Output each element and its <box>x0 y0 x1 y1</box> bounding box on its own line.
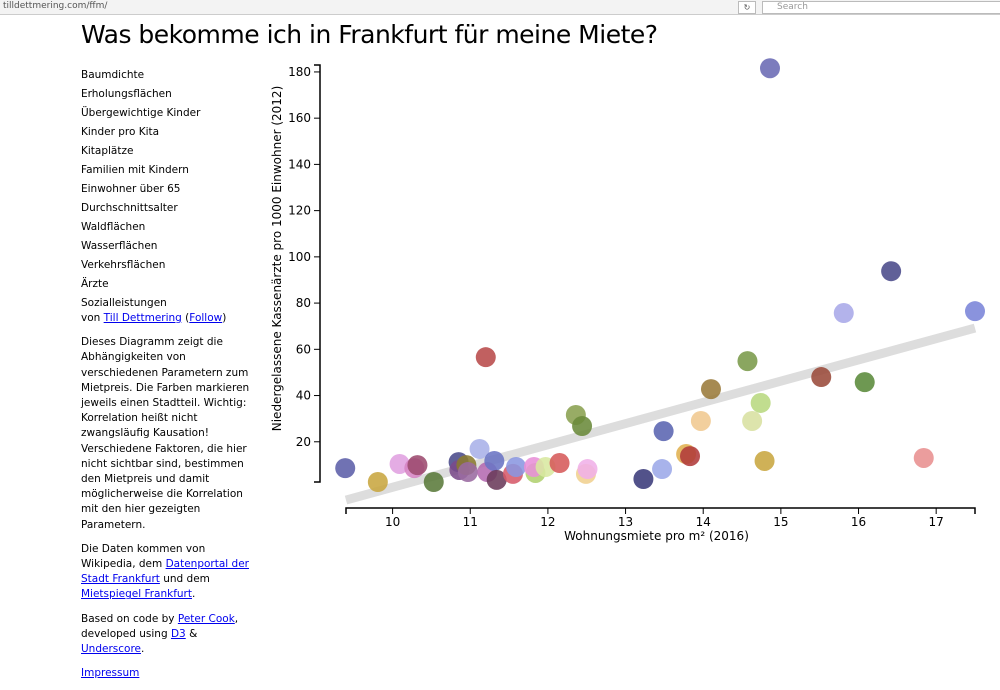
text: ( <box>181 312 190 324</box>
paragraph: Impressum <box>81 666 259 681</box>
description: von Till Dettmering (Follow) Dieses Diagr… <box>81 311 259 690</box>
text: Based on code by <box>81 612 178 625</box>
data-point[interactable] <box>750 392 771 413</box>
data-point[interactable] <box>700 379 721 400</box>
menu-item[interactable]: Verkehrsflächen <box>81 259 166 271</box>
x-tick-label: 15 <box>773 515 788 529</box>
menu-item[interactable]: Kinder pro Kita <box>81 126 160 138</box>
data-point[interactable] <box>652 459 673 480</box>
y-tick-label: 180 <box>288 65 311 79</box>
text: . <box>141 643 145 656</box>
data-point[interactable] <box>633 468 654 489</box>
data-point[interactable] <box>469 438 490 459</box>
x-tick-label: 17 <box>929 515 944 529</box>
data-point[interactable] <box>486 469 507 490</box>
x-tick-label: 10 <box>385 515 400 529</box>
menu-item[interactable]: Familien mit Kindern <box>81 164 189 176</box>
y-tick-label: 160 <box>288 111 311 125</box>
link[interactable]: Mietspiegel Frankfurt <box>81 588 192 601</box>
x-tick-label: 13 <box>618 515 633 529</box>
menu-item[interactable]: Sozialleistungen <box>81 297 167 309</box>
link[interactable]: Peter Cook <box>177 612 235 625</box>
menu-item[interactable]: Waldflächen <box>81 221 146 233</box>
data-point[interactable] <box>754 450 775 471</box>
url-bar[interactable]: tilldettmering.com/ffm/ <box>3 1 108 11</box>
data-point[interactable] <box>742 410 763 431</box>
chart: 20 40 60 80 100 120 140 160 180 10 11 12 13 14 15 16 17 W… <box>270 58 985 543</box>
data-point[interactable] <box>811 367 832 388</box>
data-point[interactable] <box>549 453 570 474</box>
x-tick-label: 14 <box>696 515 711 529</box>
x-tick-label: 16 <box>851 515 866 529</box>
data-point[interactable] <box>759 58 780 79</box>
menu-item[interactable]: Kitaplätze <box>81 145 134 157</box>
paragraph: Dieses Diagramm zeigt die Abhängigkeiten… <box>81 335 259 533</box>
text: . <box>192 588 196 601</box>
data-point[interactable] <box>690 410 711 431</box>
y-tick-label: 60 <box>296 342 311 356</box>
link[interactable]: Datenportal der Stadt Frankfurt <box>81 558 249 586</box>
data-point[interactable] <box>965 301 985 322</box>
data-point[interactable] <box>457 462 478 483</box>
y-axis-label: Niedergelassene Kassenärzte pro 1000 Ein… <box>270 86 284 432</box>
page-title: Was bekomme ich in Frankfurt für meine M… <box>81 20 658 49</box>
y-tick-label: 140 <box>288 157 311 171</box>
data-point[interactable] <box>833 303 854 324</box>
link[interactable]: Underscore <box>81 643 141 656</box>
x-tick-label: 11 <box>463 515 478 529</box>
browser-bar: tilldettmering.com/ffm/ ↻ Search <box>0 0 1000 15</box>
text: ) <box>222 312 227 324</box>
data-point[interactable] <box>577 459 598 480</box>
text: Die Daten kommen von Wikipedia, dem <box>81 542 206 571</box>
data-point[interactable] <box>423 472 444 492</box>
data-point[interactable] <box>475 347 496 368</box>
data-point[interactable] <box>572 416 593 437</box>
link[interactable]: Follow <box>189 312 223 324</box>
y-tick-label: 80 <box>296 296 311 310</box>
menu: Baumdichte Erholungsflächen Übergewichtige… <box>81 66 200 313</box>
x-tick-label: 12 <box>540 515 555 529</box>
paragraph: von Till Dettmering (Follow) <box>81 311 259 326</box>
data-point[interactable] <box>913 447 934 468</box>
y-tick-label: 20 <box>296 435 311 449</box>
data-point[interactable] <box>335 458 356 479</box>
text: von <box>81 312 104 324</box>
link[interactable]: Till Dettmering <box>103 312 182 324</box>
data-point[interactable] <box>737 351 758 372</box>
menu-item[interactable]: Einwohner über 65 <box>81 183 181 195</box>
link[interactable]: Impressum <box>81 667 140 680</box>
text: und dem <box>159 573 210 586</box>
data-point[interactable] <box>854 372 875 393</box>
paragraph: Die Daten kommen von Wikipedia, dem Date… <box>81 542 259 603</box>
data-point[interactable] <box>506 456 527 477</box>
data-point[interactable] <box>881 261 902 282</box>
x-axis-label: Wohnungsmiete pro m² (2016) <box>564 529 749 543</box>
text: Dieses Diagramm zeigt die Abhängigkeiten… <box>81 336 250 531</box>
y-axis <box>314 64 321 483</box>
menu-item[interactable]: Wasserflächen <box>81 240 158 252</box>
menu-item[interactable]: Ärzte <box>81 278 109 290</box>
data-point[interactable] <box>484 450 505 471</box>
reload-button[interactable]: ↻ <box>738 1 756 14</box>
y-tick-label: 100 <box>288 250 311 264</box>
search-box[interactable]: Search <box>762 1 1000 14</box>
menu-item[interactable]: Durchschnittsalter <box>81 202 178 214</box>
data-point[interactable] <box>407 455 428 476</box>
data-point[interactable] <box>680 446 701 467</box>
data-point[interactable] <box>653 421 674 442</box>
y-tick-label: 120 <box>288 204 311 218</box>
menu-item[interactable]: Erholungsflächen <box>81 88 172 100</box>
data-point[interactable] <box>367 472 388 492</box>
x-axis <box>345 507 976 514</box>
link[interactable]: D3 <box>170 627 186 640</box>
text: & <box>185 627 198 640</box>
menu-item[interactable]: Übergewichtige Kinder <box>81 107 201 119</box>
y-tick-label: 40 <box>296 389 311 403</box>
menu-item[interactable]: Baumdichte <box>81 69 145 81</box>
